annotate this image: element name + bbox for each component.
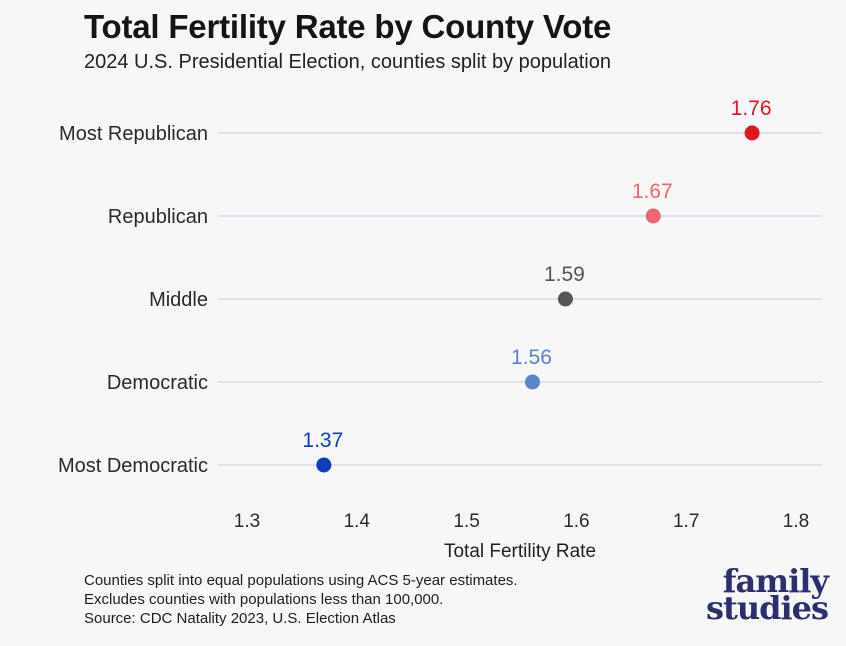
data-label-middle: 1.59 xyxy=(544,263,585,286)
category-label-democratic: Democratic xyxy=(107,372,208,394)
footer-note-exclusion: Excludes counties with populations less … xyxy=(84,591,444,608)
x-tick-label: 1.4 xyxy=(344,511,371,532)
category-label-republican: Republican xyxy=(108,206,208,228)
footer-notes: Counties split into equal populations us… xyxy=(84,571,518,628)
data-label-most-democratic: 1.37 xyxy=(302,429,343,452)
category-label-middle: Middle xyxy=(149,289,208,311)
logo-line-studies: studies xyxy=(706,589,829,627)
category-label-most-democratic: Most Democratic xyxy=(58,455,208,477)
family-studies-logo: family studies xyxy=(706,562,829,627)
data-point-republican xyxy=(645,208,661,224)
data-label-republican: 1.67 xyxy=(632,180,673,203)
data-point-democratic xyxy=(524,374,540,390)
data-point-middle xyxy=(557,291,573,307)
x-tick-label: 1.7 xyxy=(673,511,699,532)
x-tick-label: 1.8 xyxy=(783,511,809,532)
x-tick-label: 1.3 xyxy=(234,511,260,532)
footer-note-source: Source: CDC Natality 2023, U.S. Election… xyxy=(84,610,396,627)
category-label-most-republican: Most Republican xyxy=(59,123,208,145)
x-axis-title: Total Fertility Rate xyxy=(444,541,596,562)
data-label-democratic: 1.56 xyxy=(511,346,552,369)
data-label-most-republican: 1.76 xyxy=(731,97,772,120)
data-point-most-democratic xyxy=(316,457,332,473)
logo-line-family: family xyxy=(722,562,829,600)
x-tick-label: 1.6 xyxy=(563,511,589,532)
x-tick-label: 1.5 xyxy=(453,511,479,532)
chart-title: Total Fertility Rate by County Vote xyxy=(84,8,612,45)
data-point-most-republican xyxy=(744,125,760,141)
footer-note-method: Counties split into equal populations us… xyxy=(84,572,518,589)
chart-subtitle: 2024 U.S. Presidential Election, countie… xyxy=(84,51,611,73)
dot-plot-chart: Most Republican 1.76 Republican 1.67 Middle 1… xyxy=(58,97,822,562)
